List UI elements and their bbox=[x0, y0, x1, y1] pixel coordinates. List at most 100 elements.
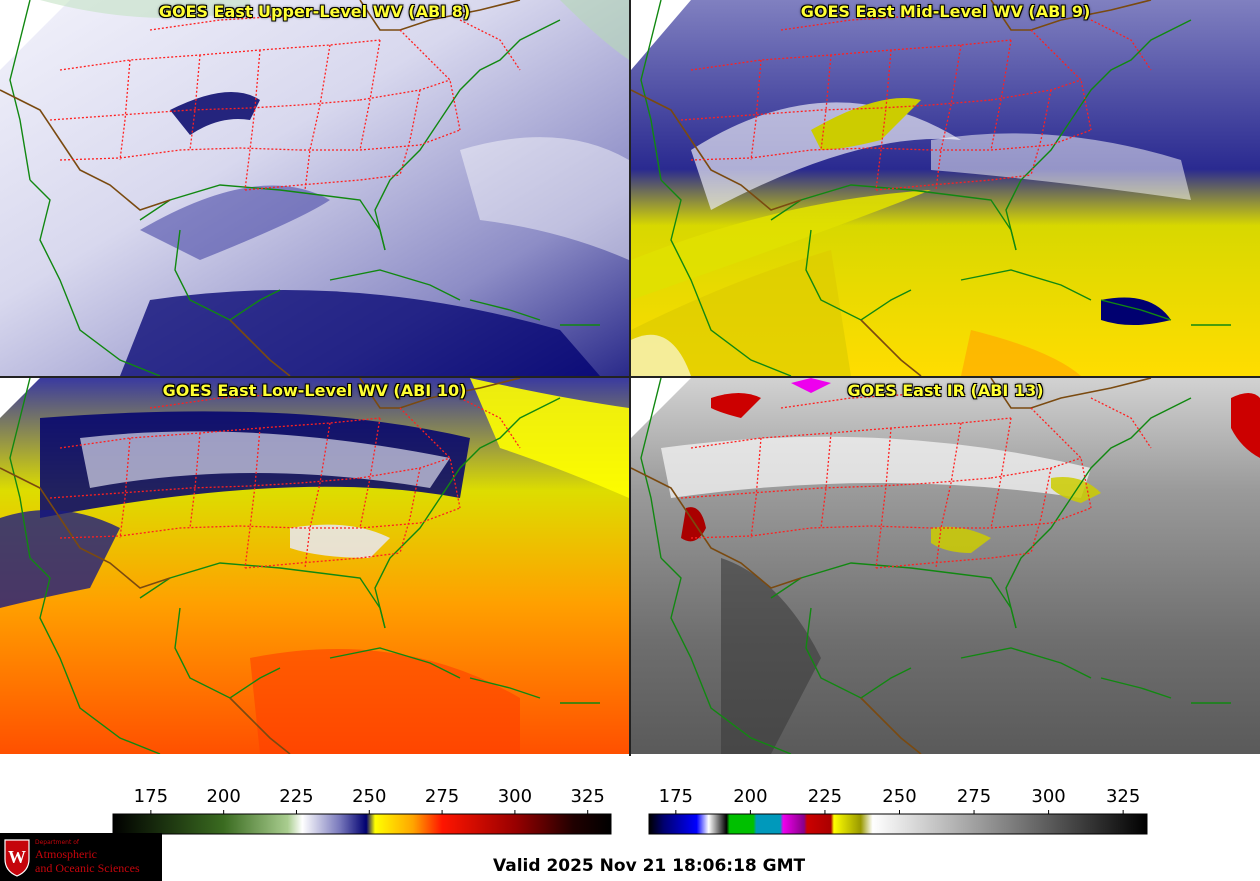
panel-low-level-wv: GOES East Low-Level WV (ABI 10) bbox=[0, 378, 629, 754]
national-border bbox=[0, 89, 171, 211]
state-border bbox=[931, 507, 1092, 529]
ir-image bbox=[631, 378, 1260, 754]
panel-divider-vertical bbox=[629, 0, 631, 756]
colorbar-tick-label: 275 bbox=[957, 786, 991, 807]
state-border bbox=[931, 129, 1092, 151]
coastline bbox=[9, 0, 31, 181]
coastline bbox=[805, 607, 912, 699]
logo-department-label: Department of bbox=[35, 839, 79, 846]
coastline bbox=[1100, 299, 1172, 321]
coastline bbox=[439, 397, 561, 499]
state-border bbox=[459, 19, 521, 71]
coastline bbox=[660, 179, 792, 376]
coastline bbox=[139, 184, 386, 251]
coastline bbox=[174, 229, 281, 321]
state-border bbox=[244, 49, 261, 191]
coastline bbox=[660, 557, 792, 754]
state-border bbox=[359, 39, 381, 151]
panel-title: GOES East IR (ABI 13) bbox=[847, 381, 1044, 400]
colorbar-tick-label: 200 bbox=[733, 786, 767, 807]
panel-upper-level-wv: GOES East Upper-Level WV (ABI 8) bbox=[0, 0, 629, 376]
national-border bbox=[860, 319, 922, 376]
coastline bbox=[640, 0, 662, 181]
national-border bbox=[990, 378, 1152, 409]
coastline bbox=[469, 677, 541, 699]
logo-line-atmospheric: Atmospheric bbox=[35, 847, 97, 861]
state-border bbox=[780, 392, 932, 409]
uw-crest-icon: W bbox=[4, 839, 30, 877]
coastline bbox=[1070, 397, 1192, 499]
coastline bbox=[1005, 119, 1072, 251]
coastline bbox=[139, 562, 386, 629]
coastline bbox=[29, 179, 161, 376]
panel-divider-horizontal bbox=[0, 376, 1260, 378]
state-border bbox=[300, 129, 461, 151]
national-border bbox=[229, 319, 291, 376]
panel-title: GOES East Low-Level WV (ABI 10) bbox=[162, 381, 467, 400]
state-border bbox=[399, 467, 421, 554]
national-border bbox=[631, 467, 802, 589]
colorbar-tick-label: 325 bbox=[1106, 786, 1140, 807]
colorbar-tick-label: 250 bbox=[352, 786, 386, 807]
state-border bbox=[1030, 89, 1052, 176]
state-border bbox=[149, 392, 301, 409]
state-border bbox=[59, 525, 301, 539]
colorbar-tick-label: 300 bbox=[1031, 786, 1065, 807]
panel-title: GOES East Mid-Level WV (ABI 9) bbox=[800, 2, 1091, 21]
state-border bbox=[399, 407, 461, 509]
coastline bbox=[1100, 677, 1172, 699]
colorbar-tick-label: 250 bbox=[882, 786, 916, 807]
state-border bbox=[875, 49, 892, 191]
colorbar-tick-label: 325 bbox=[571, 786, 605, 807]
state-border bbox=[875, 174, 1032, 191]
aos-logo[interactable]: W Department of Atmospheric and Oceanic … bbox=[0, 833, 162, 881]
state-border bbox=[1030, 29, 1092, 131]
state-border bbox=[690, 525, 932, 539]
coastline bbox=[640, 378, 662, 559]
state-border bbox=[750, 437, 762, 539]
coastline bbox=[960, 647, 1092, 679]
state-border bbox=[359, 417, 381, 529]
colorbar-tick-label: 275 bbox=[425, 786, 459, 807]
colorbar-tick-label: 175 bbox=[659, 786, 693, 807]
national-border bbox=[359, 378, 521, 409]
state-border bbox=[119, 59, 131, 161]
coastline bbox=[960, 269, 1092, 301]
state-border bbox=[750, 59, 762, 161]
state-border bbox=[990, 39, 1012, 151]
state-border bbox=[399, 89, 421, 176]
coastline bbox=[770, 562, 1017, 629]
valid-time-label: Valid 2025 Nov 21 18:06:18 GMT bbox=[493, 856, 806, 876]
state-border bbox=[49, 99, 361, 121]
wv-colorbar: 175 200 225 250 275 300 325 bbox=[100, 780, 625, 840]
state-border bbox=[244, 552, 401, 569]
wv-colorbar-fill bbox=[112, 813, 612, 835]
state-border bbox=[119, 437, 131, 539]
state-border bbox=[1030, 467, 1052, 554]
national-border bbox=[229, 697, 291, 754]
crest-letter: W bbox=[8, 847, 26, 867]
state-border bbox=[300, 507, 461, 529]
state-border bbox=[875, 427, 892, 569]
coastline bbox=[374, 497, 441, 629]
state-border bbox=[780, 14, 932, 31]
colorbar-tick-label: 200 bbox=[206, 786, 240, 807]
state-border bbox=[680, 99, 992, 121]
ir-colorbar-fill bbox=[648, 813, 1148, 835]
coastline bbox=[805, 229, 912, 321]
national-border bbox=[990, 0, 1152, 31]
coastline bbox=[439, 19, 561, 121]
coastline bbox=[329, 269, 461, 301]
coastline bbox=[469, 299, 541, 321]
coastline bbox=[374, 119, 441, 251]
ir-colorbar: 175 200 225 250 275 300 325 bbox=[636, 780, 1161, 840]
coastline bbox=[9, 378, 31, 559]
colorbar-tick-label: 225 bbox=[279, 786, 313, 807]
low-level-wv-image bbox=[0, 378, 629, 754]
colorbar-tick-label: 300 bbox=[498, 786, 532, 807]
coastline bbox=[174, 607, 281, 699]
colorbar-tick-label: 175 bbox=[134, 786, 168, 807]
mid-level-wv-image bbox=[631, 0, 1260, 376]
state-border bbox=[690, 147, 932, 161]
state-border bbox=[875, 552, 1032, 569]
